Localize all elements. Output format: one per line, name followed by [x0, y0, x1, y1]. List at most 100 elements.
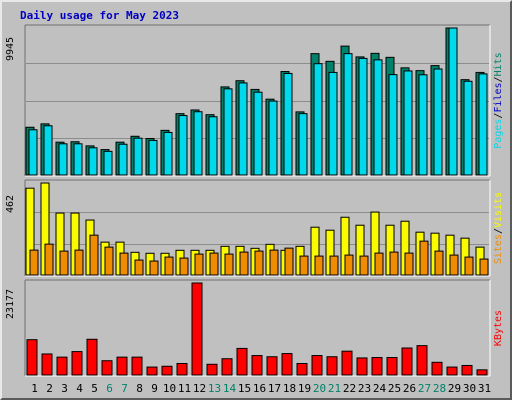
kbytes-bar: [356, 357, 368, 376]
sites-bar: [164, 256, 174, 276]
kbytes-panel-legend: KBytes: [493, 310, 504, 346]
kbytes-bar: [341, 350, 353, 376]
day-tick-label: 2: [46, 382, 53, 395]
sites-bar: [299, 255, 309, 276]
day-tick-label: 9: [151, 382, 158, 395]
hits-bar: [403, 70, 413, 176]
hits-bar: [178, 115, 188, 176]
hits-bar: [148, 139, 158, 176]
hits-bar: [43, 125, 53, 176]
day-tick-label: 12: [193, 382, 206, 395]
day-tick-label: 17: [268, 382, 281, 395]
hits-bar: [223, 88, 233, 176]
kbytes-bar: [416, 345, 428, 376]
day-tick-label: 16: [253, 382, 266, 395]
hits-bar: [73, 143, 83, 176]
sites-bar: [314, 255, 324, 276]
sites-bar: [389, 251, 399, 276]
kbytes-bar: [191, 282, 203, 376]
sites-bar: [89, 234, 99, 276]
kbytes-bar: [251, 355, 263, 376]
kbytes-bar: [101, 360, 113, 376]
kbytes-bar: [86, 338, 98, 376]
kbytes-panel-ymax-label: 23177: [5, 289, 16, 319]
day-tick-label: 23: [358, 382, 371, 395]
visits-panel-ymax-label: 462: [5, 195, 16, 213]
sites-bar: [284, 247, 294, 276]
kbytes-bar: [311, 355, 323, 376]
sites-bar: [254, 250, 264, 276]
day-tick-label: 13: [208, 382, 221, 395]
sites-bar: [104, 246, 114, 276]
hits-bar: [448, 27, 458, 176]
kbytes-bar: [296, 362, 308, 376]
hits-bar: [253, 91, 263, 176]
hits-bar: [58, 143, 68, 176]
sites-bar: [329, 255, 339, 276]
day-tick-label: 22: [343, 382, 356, 395]
kbytes-bar: [176, 362, 188, 376]
day-tick-label: 7: [121, 382, 128, 395]
sites-bar: [464, 256, 474, 276]
sites-bar: [119, 252, 129, 276]
day-tick-label: 21: [328, 382, 341, 395]
hits-bar: [418, 74, 428, 176]
sites-bar: [359, 255, 369, 276]
sites-bar: [404, 252, 414, 276]
hits-bar: [463, 80, 473, 176]
sites-bar: [449, 254, 459, 276]
hits-bar: [478, 73, 488, 176]
day-tick-label: 4: [76, 382, 83, 395]
hits-panel-ymax-label: 9945: [5, 37, 16, 61]
hits-bar: [163, 131, 173, 176]
sites-bar: [434, 250, 444, 276]
kbytes-bar: [56, 356, 68, 376]
day-tick-label: 19: [298, 382, 311, 395]
hits-bar: [118, 143, 128, 176]
sites-bar: [209, 252, 219, 276]
sites-bar: [29, 249, 39, 276]
kbytes-bar: [221, 358, 233, 376]
kbytes-bar: [236, 347, 248, 376]
hits-bar: [238, 82, 248, 176]
sites-bar: [239, 251, 249, 276]
visits-panel-legend: Sites/Visits: [493, 192, 504, 264]
hits-bar: [343, 53, 353, 176]
legend-pages: Pages: [493, 119, 504, 149]
sites-bar: [194, 253, 204, 276]
hits-bar: [268, 100, 278, 176]
day-tick-label: 1: [31, 382, 38, 395]
kbytes-bar: [461, 364, 473, 376]
sites-bar: [419, 240, 429, 276]
day-tick-label: 11: [178, 382, 191, 395]
day-tick-label: 20: [313, 382, 326, 395]
day-tick-label: 27: [418, 382, 431, 395]
day-tick-label: 26: [403, 382, 416, 395]
day-tick-label: 3: [61, 382, 68, 395]
day-tick-label: 6: [106, 382, 113, 395]
kbytes-bar: [146, 366, 158, 376]
sites-bar: [224, 253, 234, 276]
hits-bar: [433, 68, 443, 176]
day-tick-label: 8: [136, 382, 143, 395]
hits-bar: [133, 137, 143, 176]
kbytes-bar: [476, 369, 488, 376]
hits-bar: [358, 57, 368, 176]
legend-files: Files: [493, 82, 504, 112]
kbytes-bar: [281, 353, 293, 376]
kbytes-bar: [206, 363, 218, 376]
hits-bar: [193, 111, 203, 176]
chart-title: Daily usage for May 2023: [20, 9, 179, 22]
day-tick-label: 15: [238, 382, 251, 395]
day-tick-label: 25: [388, 382, 401, 395]
kbytes-bar: [71, 351, 83, 376]
kbytes-bar: [446, 366, 458, 376]
legend-sep: /: [493, 113, 504, 119]
day-tick-label: 14: [223, 382, 237, 395]
day-tick-label: 30: [463, 382, 476, 395]
hits-bar: [28, 129, 38, 176]
kbytes-bar: [431, 361, 443, 376]
hits-bar: [373, 59, 383, 176]
kbytes-bar: [26, 339, 38, 376]
